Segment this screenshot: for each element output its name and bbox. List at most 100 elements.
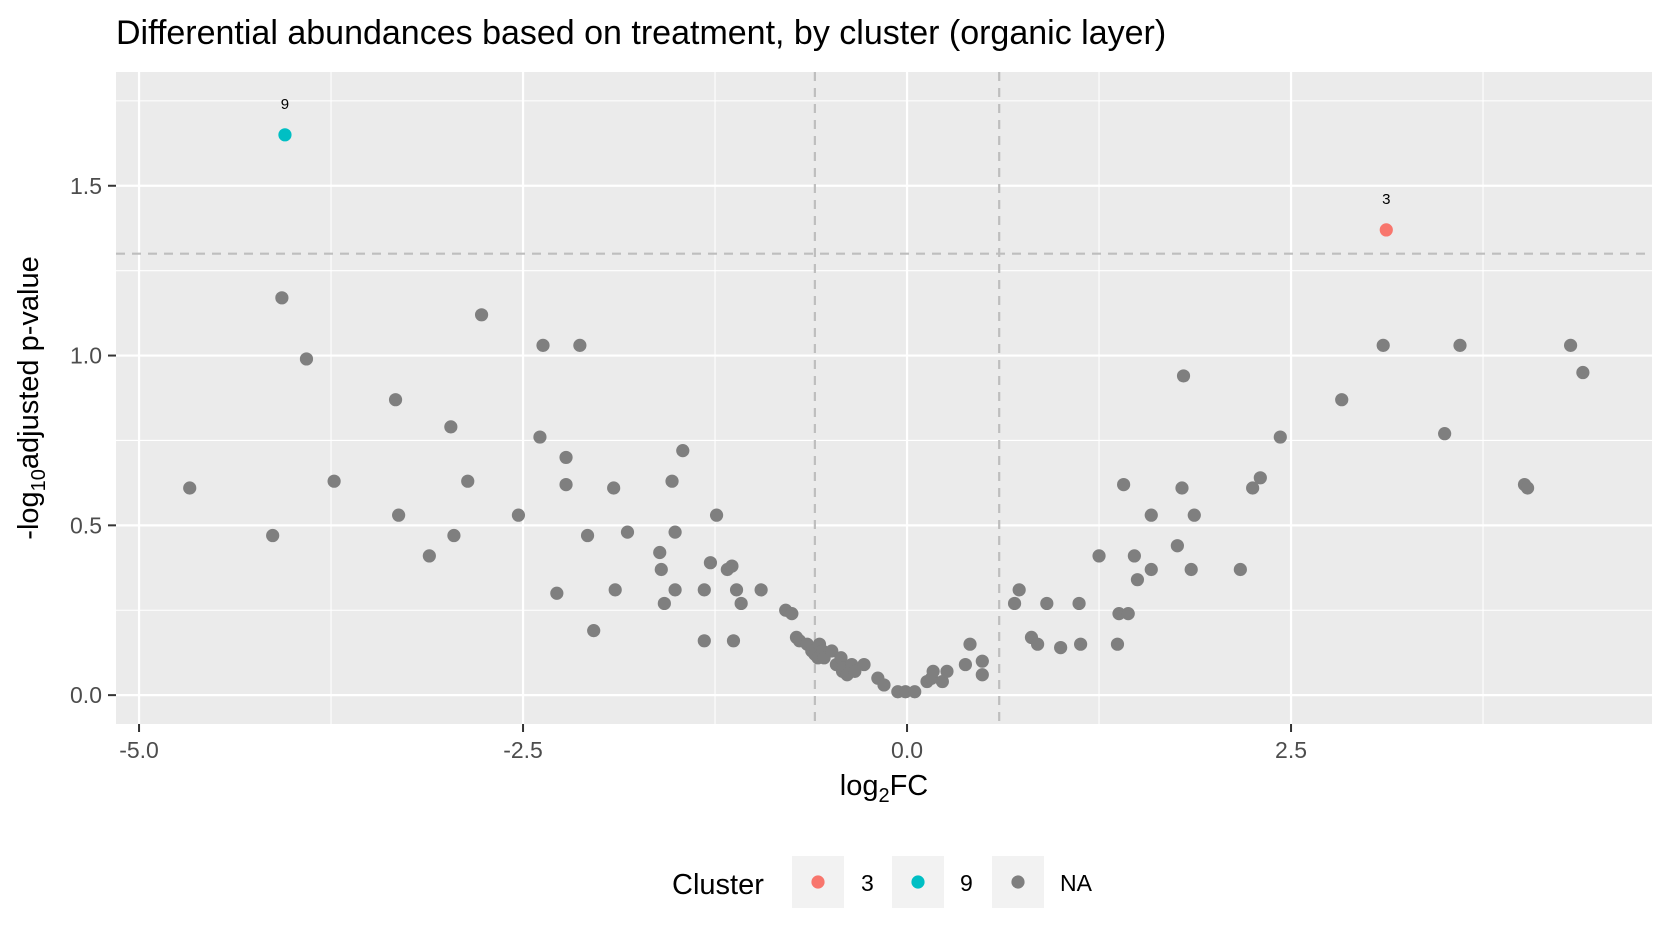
y-tick-label: 0.5 bbox=[70, 512, 102, 538]
x-tick-label: -2.5 bbox=[503, 737, 543, 763]
data-point-cluster-na bbox=[963, 637, 977, 651]
legend-swatch-9 bbox=[911, 875, 925, 889]
data-point-cluster-na bbox=[857, 657, 871, 672]
data-point-cluster-3 bbox=[1379, 223, 1393, 237]
data-point-cluster-na bbox=[676, 444, 690, 458]
y-tick-label: 1.5 bbox=[70, 173, 102, 199]
data-point-cluster-na bbox=[1112, 607, 1126, 621]
data-point-cluster-na bbox=[1187, 508, 1201, 522]
x-tick-label: 0.0 bbox=[891, 737, 923, 763]
x-axis-title: log2FC bbox=[840, 770, 929, 807]
point-label: 3 bbox=[1382, 191, 1390, 208]
data-point-cluster-na bbox=[608, 583, 622, 597]
data-point-cluster-na bbox=[785, 607, 799, 621]
data-point-cluster-na bbox=[729, 583, 744, 597]
data-point-cluster-na bbox=[327, 474, 341, 488]
data-point-cluster-na bbox=[908, 685, 922, 699]
chart-title: Differential abundances based on treatme… bbox=[116, 14, 1166, 52]
data-point-cluster-9 bbox=[278, 128, 292, 142]
data-point-cluster-na bbox=[1184, 562, 1198, 577]
data-point-cluster-na bbox=[1031, 637, 1045, 651]
x-tick-label: -5.0 bbox=[119, 737, 159, 763]
data-point-cluster-na bbox=[975, 654, 989, 668]
data-point-cluster-na bbox=[726, 634, 741, 648]
data-point-cluster-na bbox=[926, 664, 940, 678]
data-point-cluster-na bbox=[1144, 562, 1158, 577]
data-point-cluster-na bbox=[668, 583, 682, 597]
data-point-cluster-na bbox=[958, 657, 973, 672]
plot-panel bbox=[116, 72, 1652, 724]
grid-minor bbox=[116, 72, 1652, 724]
data-point-cluster-na bbox=[533, 430, 547, 444]
data-point-cluster-na bbox=[1092, 549, 1106, 563]
data-point-cluster-na bbox=[703, 556, 718, 570]
data-point-cluster-na bbox=[734, 596, 748, 611]
y-tick-label: 0.0 bbox=[70, 682, 102, 708]
data-point-cluster-na bbox=[1110, 637, 1125, 651]
data-point-cluster-na bbox=[1127, 549, 1141, 563]
point-labels: 39 bbox=[281, 96, 1391, 208]
data-point-cluster-na bbox=[1520, 481, 1535, 495]
data-point-cluster-na bbox=[1072, 596, 1086, 611]
data-point-cluster-na bbox=[1453, 338, 1467, 352]
data-point-cluster-na bbox=[1130, 573, 1145, 587]
data-point-cluster-na bbox=[183, 481, 197, 495]
data-point-cluster-na bbox=[275, 291, 289, 305]
data-point-cluster-na bbox=[975, 668, 989, 682]
data-point-cluster-na bbox=[580, 528, 595, 543]
data-point-cluster-na bbox=[1170, 539, 1184, 553]
data-point-cluster-na bbox=[935, 674, 949, 689]
legend-label-na: NA bbox=[1060, 870, 1093, 896]
data-point-cluster-na bbox=[587, 624, 601, 638]
data-point-cluster-na bbox=[1335, 393, 1349, 407]
data-point-cluster-na bbox=[573, 338, 587, 352]
data-point-cluster-na bbox=[657, 596, 671, 611]
data-point-cluster-na bbox=[697, 583, 711, 597]
data-point-cluster-na bbox=[559, 477, 573, 492]
y-tick-label: 1.0 bbox=[70, 343, 102, 369]
data-point-cluster-na bbox=[1563, 338, 1578, 352]
data-point-cluster-na bbox=[299, 352, 314, 366]
x-axis: -5.0 -2.5 0.0 2.5 bbox=[119, 724, 1307, 763]
y-axis: 0.0 0.5 1.0 1.5 bbox=[70, 173, 116, 708]
legend-swatch-3 bbox=[811, 875, 825, 889]
data-point-cluster-na bbox=[1438, 427, 1452, 441]
data-point-cluster-na bbox=[709, 508, 724, 522]
data-point-cluster-na bbox=[1121, 607, 1135, 621]
data-point-cluster-na bbox=[444, 420, 458, 434]
data-point-cluster-na bbox=[559, 450, 573, 465]
legend-swatch-na bbox=[1011, 875, 1025, 889]
data-point-cluster-na bbox=[422, 549, 436, 563]
data-point-cluster-na bbox=[653, 545, 667, 560]
data-point-cluster-na bbox=[1012, 583, 1026, 597]
data-point-cluster-na bbox=[1054, 640, 1068, 655]
data-point-cluster-na bbox=[620, 525, 635, 539]
data-point-cluster-na bbox=[697, 634, 711, 648]
data-point-cluster-na bbox=[834, 651, 848, 665]
data-point-cluster-na bbox=[1040, 596, 1054, 611]
legend-label-3: 3 bbox=[861, 870, 874, 896]
data-point-cluster-na bbox=[725, 559, 739, 573]
legend-title: Cluster bbox=[672, 869, 764, 901]
y-axis-title: -log10adjusted p-value bbox=[13, 256, 50, 539]
data-point-cluster-na bbox=[607, 481, 621, 495]
data-point-cluster-na bbox=[654, 562, 668, 577]
data-point-cluster-na bbox=[848, 664, 862, 678]
data-point-cluster-na bbox=[550, 586, 564, 600]
data-point-cluster-na bbox=[536, 338, 550, 352]
data-point-cluster-na bbox=[1576, 365, 1590, 380]
data-point-cluster-na bbox=[1246, 481, 1260, 495]
data-point-cluster-na bbox=[898, 685, 913, 699]
legend: Cluster 3 9 NA bbox=[672, 856, 1093, 908]
data-point-cluster-na bbox=[474, 308, 489, 322]
data-point-cluster-na bbox=[1007, 596, 1022, 611]
data-point-cluster-na bbox=[940, 664, 954, 678]
data-point-cluster-na bbox=[388, 393, 403, 407]
data-point-cluster-na bbox=[1176, 369, 1191, 383]
data-point-cluster-na bbox=[1144, 508, 1158, 522]
threshold-lines bbox=[116, 72, 1652, 724]
data-point-cluster-na bbox=[1233, 562, 1247, 577]
data-point-cluster-na bbox=[1117, 477, 1131, 492]
data-points bbox=[183, 128, 1590, 699]
